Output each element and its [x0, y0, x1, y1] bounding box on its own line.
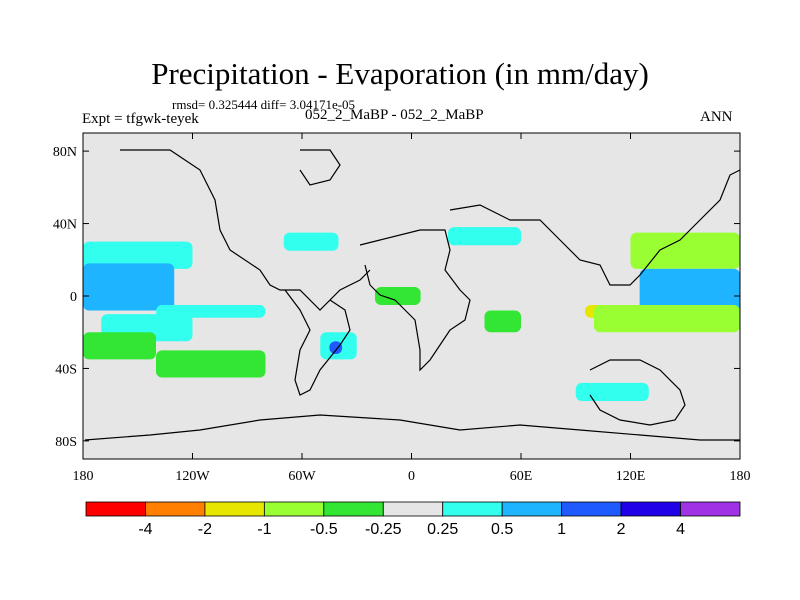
colorbar-label: -4 — [138, 521, 152, 538]
experiment-label: Expt = tfgwk-teyek — [82, 111, 199, 127]
heatmap-region-pacific-negative-south — [83, 332, 156, 360]
chart-title: Precipitation - Evaporation (in mm/day) — [151, 56, 649, 91]
coastline-australia — [589, 359, 686, 426]
colorbar-swatch — [145, 501, 206, 517]
heatmap-region-north-pacific-east-green — [630, 232, 740, 269]
colorbar-swatch — [382, 501, 444, 517]
y-tick-label: 80S — [55, 435, 77, 450]
colorbar-swatch — [263, 501, 325, 517]
colorbar-label: -0.25 — [365, 521, 402, 538]
colorbar-swatch — [442, 501, 503, 517]
coastline-north-america — [120, 149, 371, 311]
x-tick-label: 120W — [175, 469, 210, 484]
y-tick-label: 0 — [70, 290, 77, 305]
heatmap-regions — [83, 227, 740, 402]
y-tick-label: 80N — [53, 145, 77, 160]
axes: 180 120W 60W 0 60E 120E 180 80N 40N 0 40S 80S — [53, 133, 751, 484]
coastline-greenland — [299, 149, 341, 186]
colorbar-swatch — [204, 501, 265, 517]
heatmap-region-north-pacific-band — [83, 241, 193, 269]
x-tick-label: 60E — [510, 469, 533, 484]
coastlines — [84, 149, 741, 441]
stats-line: rmsd= 0.325444 diff= 3.04171e-05 — [172, 97, 356, 112]
colorbar-swatch — [501, 501, 563, 517]
heatmap-region-indian-ocean-green — [484, 310, 521, 333]
heatmap-region-north-atlantic-cyan — [283, 232, 339, 251]
heatmap-region-west-pacific-mid — [83, 263, 175, 311]
comparison-label: 052_2_MaBP - 052_2_MaBP — [305, 107, 484, 123]
x-tick-label: 60W — [288, 469, 316, 484]
coastline-south-america — [284, 289, 351, 396]
season-label: ANN — [700, 109, 733, 125]
colorbar-swatch — [85, 501, 146, 517]
heatmap-region-east-pacific-itcz — [156, 305, 266, 318]
colorbar-label: 2 — [617, 521, 626, 538]
colorbar-label: 4 — [676, 521, 685, 538]
colorbar-label: -1 — [257, 521, 271, 538]
colorbar-label: -2 — [198, 521, 212, 538]
coastline-africa-europe — [359, 229, 471, 372]
heatmap-region-africa-green — [375, 286, 421, 306]
coastline-asia — [449, 169, 741, 286]
heatmap-region-west-pacific-east-blue — [639, 268, 740, 315]
heatmap-region-arabia-cyan — [448, 227, 521, 246]
y-tick-label: 40S — [55, 362, 77, 377]
heatmap-region-australia-cyan — [575, 382, 649, 402]
heatmap-region-south-america-strong — [329, 341, 343, 354]
x-tick-label: 120E — [616, 469, 646, 484]
y-tick-label: 40N — [53, 218, 77, 233]
colorbar-swatch — [680, 501, 741, 517]
colorbar-label: 0.25 — [427, 521, 458, 538]
colorbar: -4 -2 -1 -0.5 -0.25 0.25 0.5 1 2 4 — [85, 501, 741, 538]
x-tick-label: 180 — [73, 469, 94, 484]
heatmap-region-south-pacific-negative — [156, 350, 266, 378]
colorbar-swatch — [561, 501, 622, 517]
colorbar-label: -0.5 — [310, 521, 338, 538]
x-tick-label: 180 — [730, 469, 751, 484]
x-tick-label: 0 — [408, 469, 415, 484]
colorbar-label: 0.5 — [491, 521, 513, 538]
colorbar-label: 1 — [557, 521, 566, 538]
colorbar-swatch — [323, 501, 384, 517]
coastline-antarctica — [84, 414, 740, 441]
heatmap-region-tropical-east-green — [594, 305, 740, 333]
colorbar-swatch — [620, 501, 681, 517]
